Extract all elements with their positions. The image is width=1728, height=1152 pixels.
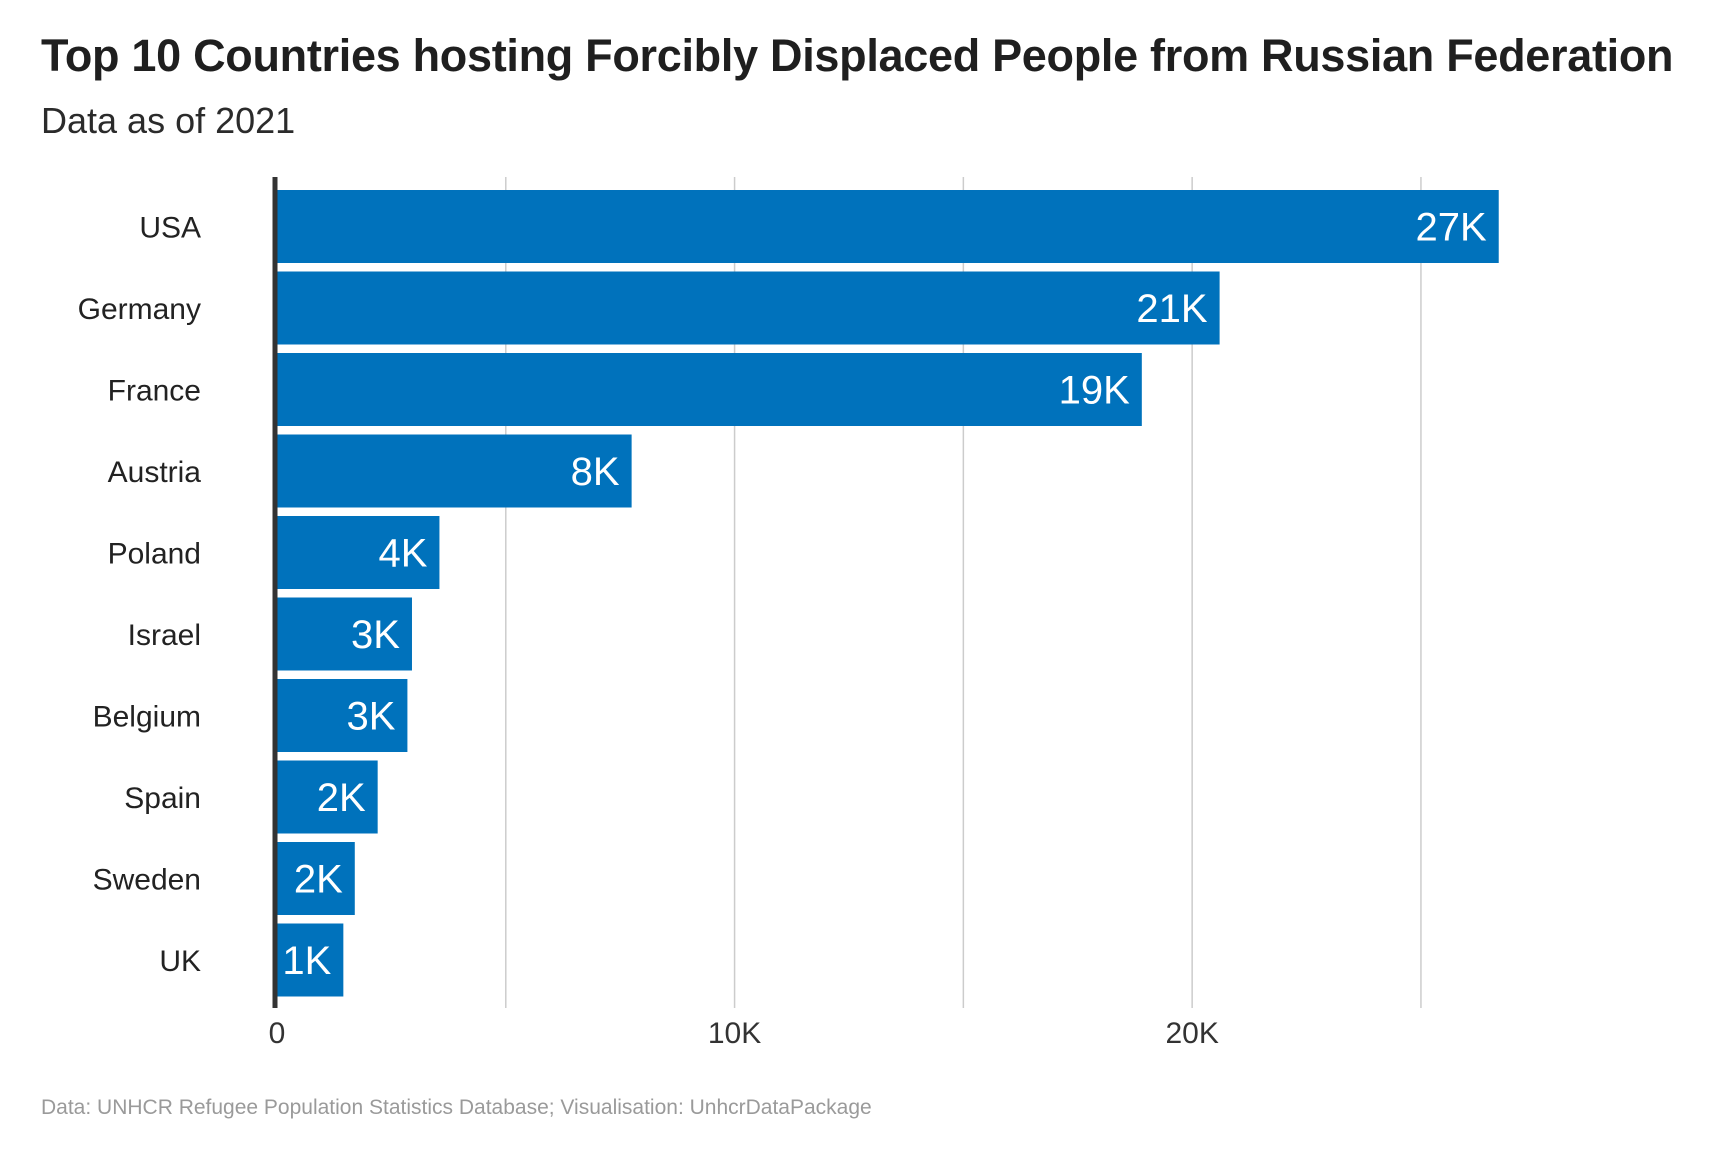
category-label: USA — [139, 212, 201, 245]
bar — [277, 353, 1142, 426]
x-tick-label: 20K — [1165, 1017, 1218, 1050]
bar-value-label: 21K — [1136, 287, 1207, 331]
bar — [277, 597, 412, 671]
bar — [277, 190, 1499, 263]
chart-title: Top 10 Countries hosting Forcibly Displa… — [41, 30, 1674, 81]
chart-subtitle: Data as of 2021 — [41, 100, 296, 141]
category-label: Israel — [128, 619, 201, 652]
bar-value-label: 4K — [379, 532, 428, 576]
category-label: Belgium — [93, 701, 201, 734]
bar — [277, 760, 378, 834]
category-label: Austria — [108, 456, 202, 489]
bar — [277, 516, 440, 589]
bar-value-label: 3K — [346, 695, 395, 739]
bar-value-label: 27K — [1416, 206, 1487, 250]
bar-value-label: 2K — [317, 776, 366, 820]
source-caption: Data: UNHCR Refugee Population Statistic… — [41, 1096, 872, 1119]
category-label: Germany — [78, 293, 201, 326]
category-label: Sweden — [93, 864, 201, 897]
bar — [277, 271, 1220, 345]
bar-value-label: 3K — [351, 613, 400, 657]
bar — [277, 679, 408, 752]
category-label: Spain — [124, 782, 201, 815]
bar — [277, 842, 355, 915]
bar-value-label: 8K — [571, 450, 620, 494]
bar — [277, 434, 632, 508]
category-label: France — [108, 375, 201, 408]
bar-value-label: 2K — [294, 858, 343, 902]
x-tick-label: 10K — [708, 1017, 761, 1050]
x-tick-label: 0 — [269, 1017, 286, 1050]
category-label: UK — [159, 945, 201, 978]
category-labels: USA Germany France Austria Poland Israel Belgi… — [78, 212, 202, 979]
bar-value-label: 19K — [1059, 369, 1130, 413]
category-label: Poland — [108, 538, 201, 571]
x-axis-ticks: 0 10K 20K — [269, 1017, 1219, 1050]
bar — [277, 923, 344, 997]
bar-value-label: 1K — [282, 939, 331, 983]
